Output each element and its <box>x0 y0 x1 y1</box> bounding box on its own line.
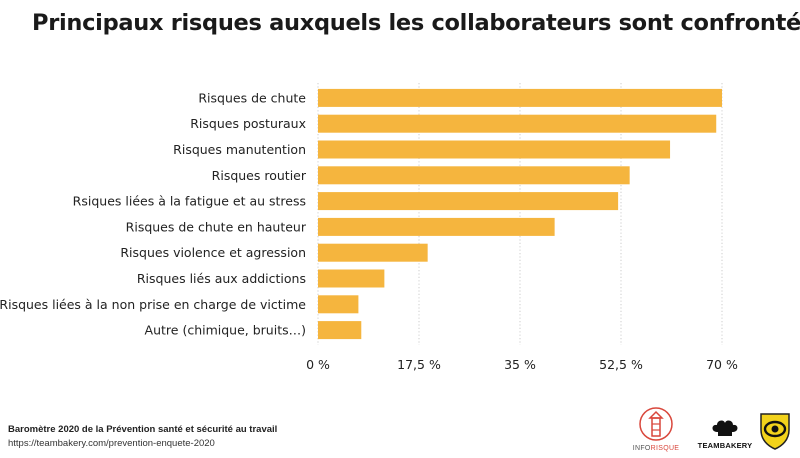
chart-title: Principaux risques auxquels les collabor… <box>32 10 800 36</box>
category-label-3: Risques routier <box>212 168 307 183</box>
x-tick-label-1: 17,5 % <box>397 357 441 372</box>
bar-5 <box>318 217 555 236</box>
x-tick-label-4: 70 % <box>706 357 738 372</box>
shield-eye-icon <box>760 413 790 450</box>
category-label-9: Autre (chimique, bruits…) <box>145 323 306 338</box>
bar-chart: Risques de chute Risques posturaux Risques… <box>0 83 738 372</box>
x-tick-label-3: 52,5 % <box>599 357 643 372</box>
teambakery-wordmark: TEAMBAKERY <box>697 441 753 450</box>
x-tick-label-0: 0 % <box>306 357 330 372</box>
bar-9 <box>318 321 362 340</box>
teambakery-logo: TEAMBAKERY <box>696 418 754 450</box>
bar-0 <box>318 88 722 107</box>
bar-4 <box>318 192 619 211</box>
bar-7 <box>318 269 385 288</box>
source-text: Baromètre 2020 de la Prévention santé et… <box>8 424 278 435</box>
footer: Baromètre 2020 de la Prévention santé et… <box>8 424 277 449</box>
category-label-5: Risques de chute en hauteur <box>126 219 307 234</box>
bar-8 <box>318 295 359 314</box>
category-label-6: Risques violence et agression <box>120 245 306 260</box>
bar-3 <box>318 166 630 185</box>
bar-1 <box>318 114 717 133</box>
category-label-8: Risques liées à la non prise en charge d… <box>0 297 306 312</box>
chef-hat-icon <box>712 420 738 436</box>
inforisque-logo: INFORISQUE <box>628 406 684 452</box>
category-label-7: Risques liés aux addictions <box>137 271 306 286</box>
bar-6 <box>318 243 428 262</box>
shield-logo <box>758 410 792 450</box>
bar-2 <box>318 140 671 159</box>
category-label-1: Risques posturaux <box>190 116 306 131</box>
source-url: https://teambakery.com/prevention-enquet… <box>8 438 215 449</box>
lighthouse-icon <box>639 407 673 441</box>
category-label-4: Rsiques liées à la fatigue et au stress <box>73 194 306 209</box>
inforisque-wordmark: INFORISQUE <box>632 445 680 452</box>
x-tick-label-2: 35 % <box>504 357 536 372</box>
category-label-0: Risques de chute <box>198 90 306 105</box>
category-label-2: Risques manutention <box>173 142 306 157</box>
